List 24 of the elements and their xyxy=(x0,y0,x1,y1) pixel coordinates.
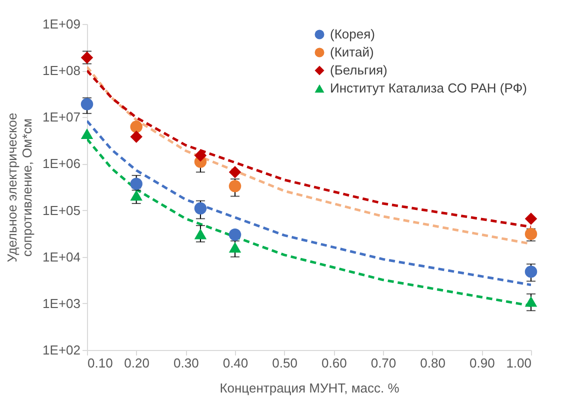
x-tick-label: 0.20 xyxy=(124,356,150,370)
legend-label: Институт Катализа СО РАН (РФ) xyxy=(330,80,527,96)
x-tick-label: 0.70 xyxy=(370,356,396,370)
y-axis-title: Удельное электрическое сопротивление, Ом*см xyxy=(4,112,35,262)
y-tick-label: 1E+05 xyxy=(42,202,80,218)
y-tick-label: 1E+02 xyxy=(42,342,80,358)
x-axis-title: Концентрация МУНТ, масс. % xyxy=(220,380,400,396)
legend-label: (Бельгия) xyxy=(330,62,388,78)
y-tick-label: 1E+04 xyxy=(42,249,80,264)
y-tick-label: 1E+07 xyxy=(42,110,80,125)
x-tick-label: 0.80 xyxy=(420,356,446,370)
y-tick-label: 1E+08 xyxy=(42,63,80,78)
x-tick-label: 0.40 xyxy=(222,356,248,370)
legend-label: (Китай) xyxy=(330,44,374,60)
legend-label: (Корея) xyxy=(330,26,375,42)
x-tick-label: 0.50 xyxy=(272,356,298,370)
x-tick-label: 0.90 xyxy=(470,356,495,370)
x-tick-label: 0.30 xyxy=(174,356,199,370)
y-tick-label: 1E+09 xyxy=(42,16,80,32)
y-tick-label: 1E+03 xyxy=(42,296,80,311)
x-tick-label: 1.00 xyxy=(506,356,532,370)
y-tick-label: 1E+06 xyxy=(42,156,80,172)
x-tick-label: 0.10 xyxy=(88,356,113,370)
x-tick-label: 0.60 xyxy=(322,356,347,370)
